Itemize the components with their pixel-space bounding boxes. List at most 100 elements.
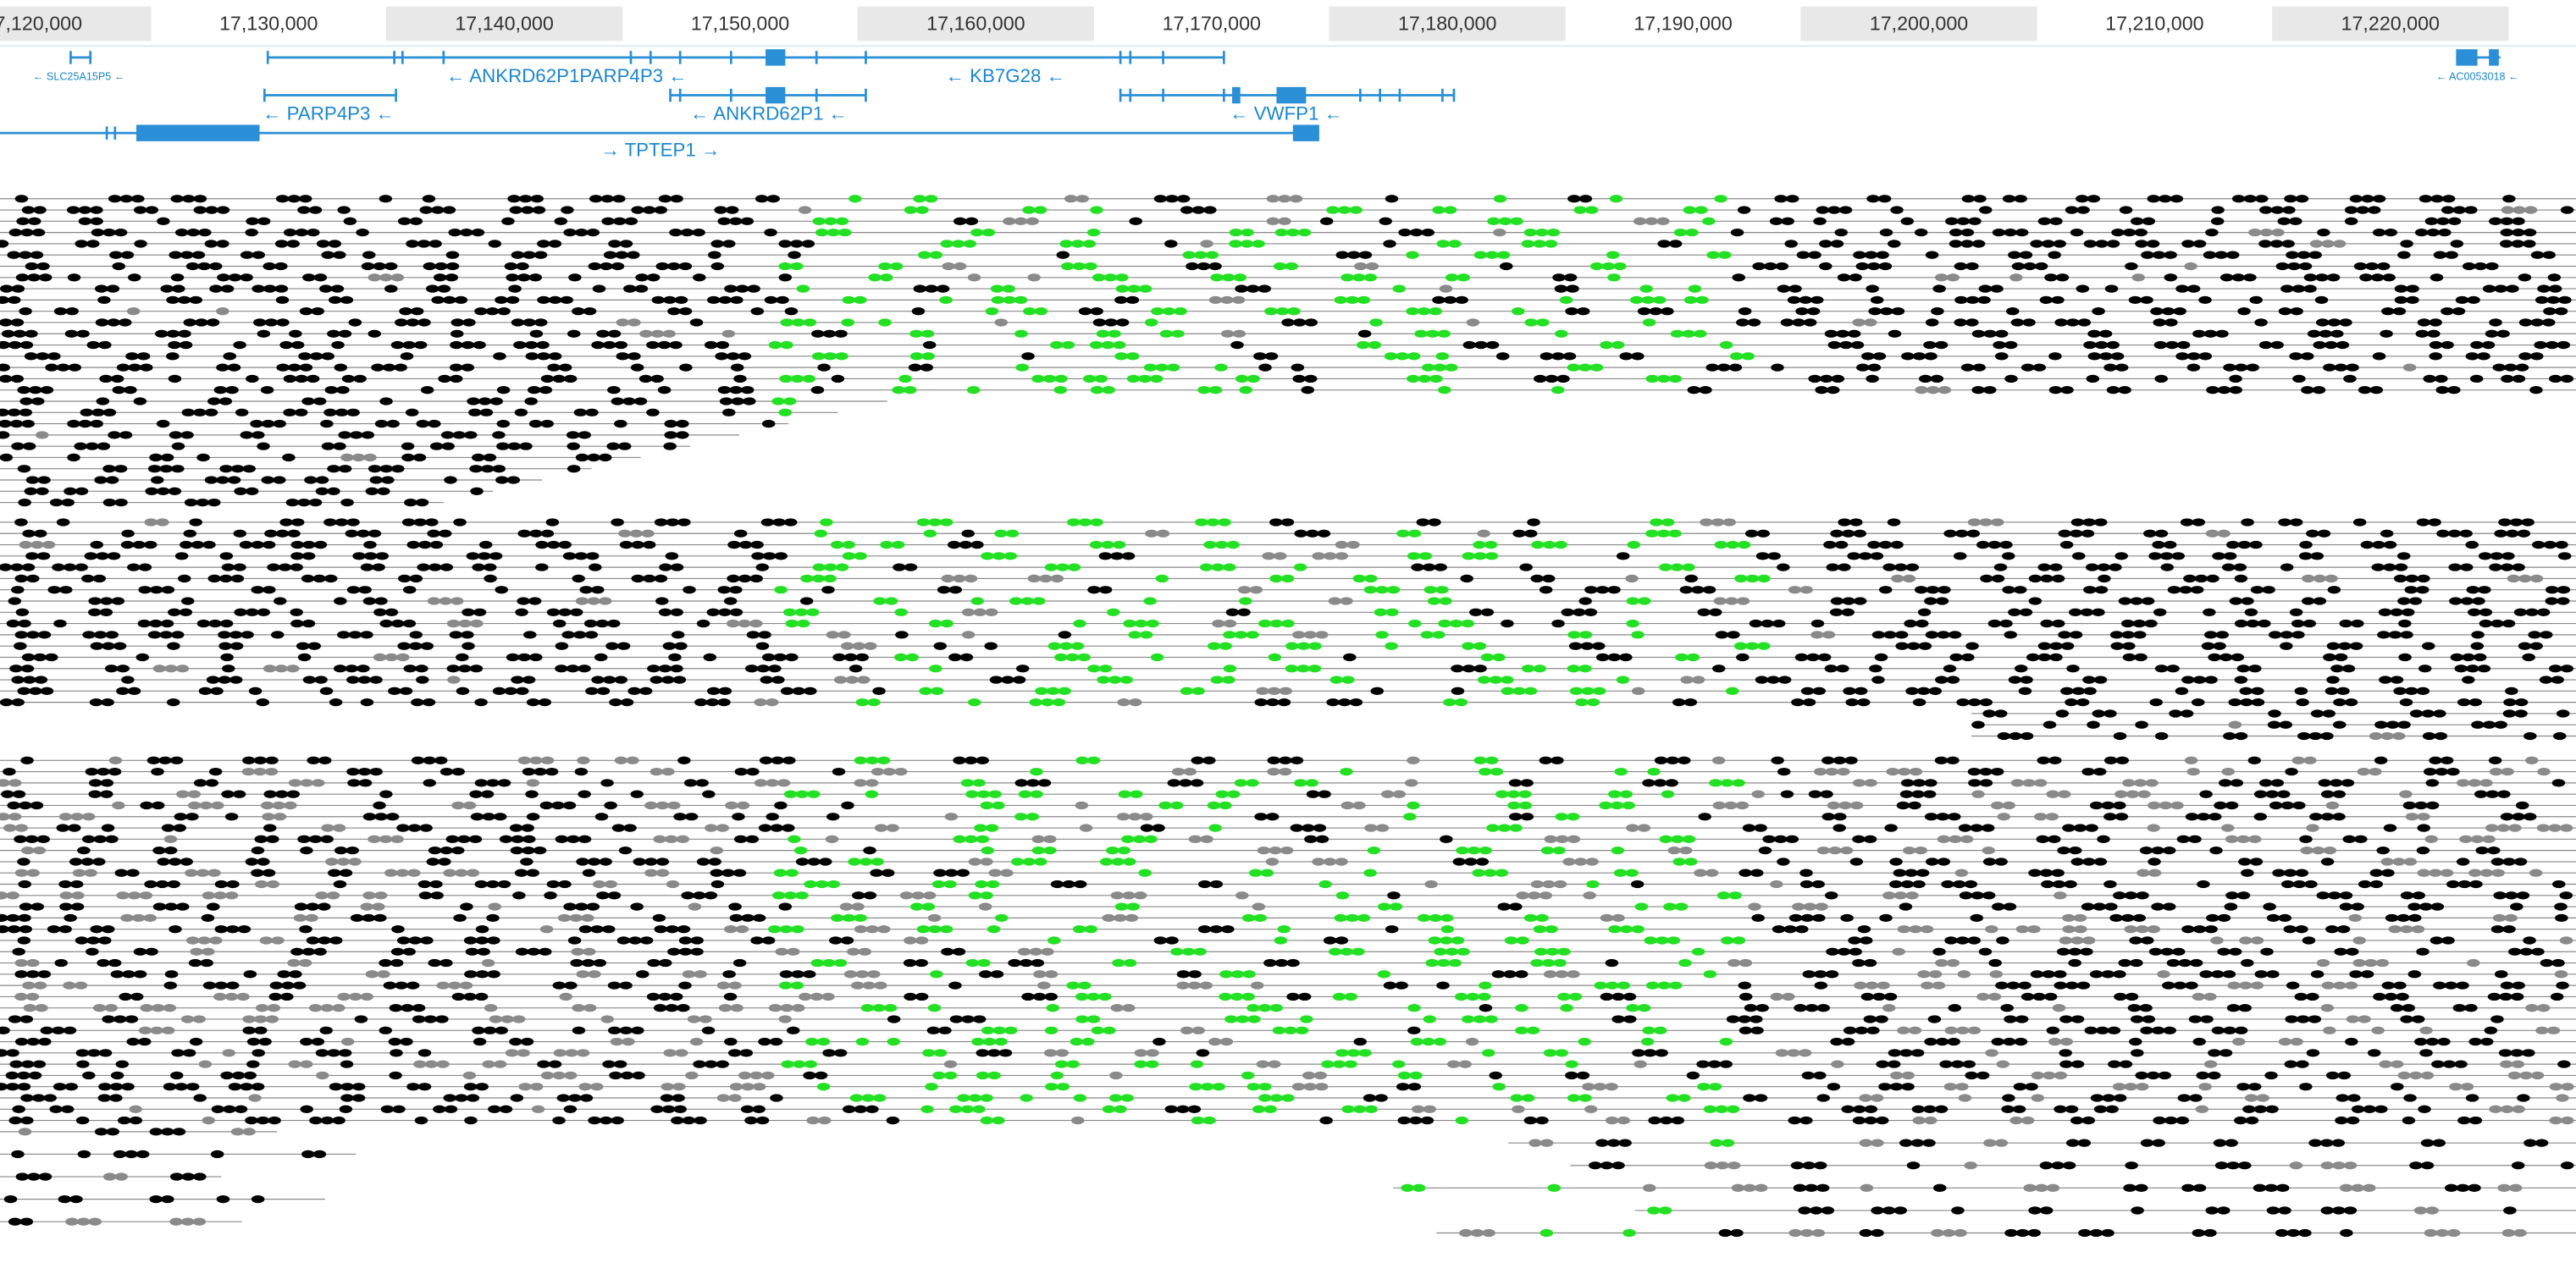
read-dot: [2336, 340, 2350, 350]
read-dot: [573, 408, 588, 416]
read-dot: [1407, 1004, 1421, 1012]
read-dot: [157, 217, 170, 225]
read-dot: [943, 880, 957, 889]
read-dot: [2412, 891, 2425, 900]
read-dot: [255, 1004, 269, 1012]
read-dot: [1996, 936, 2009, 945]
read-dot: [2393, 981, 2407, 990]
read-dot: [116, 665, 130, 673]
read-dot: [286, 240, 300, 248]
read-dot: [425, 518, 439, 527]
read-dot: [980, 891, 993, 900]
read-dot: [1901, 352, 1915, 361]
read-dot: [1067, 563, 1081, 571]
read-dot: [2008, 676, 2022, 684]
read-dot: [464, 431, 478, 439]
read-dot: [423, 756, 436, 764]
read-dot: [334, 846, 348, 855]
read-dot: [526, 869, 539, 877]
read-dot: [2068, 958, 2081, 968]
read-dot: [145, 947, 158, 956]
read-dot: [1904, 869, 1918, 877]
read-dot: [2278, 1037, 2292, 1046]
read-dot: [147, 465, 162, 473]
read-dot: [840, 936, 854, 945]
read-dot: [985, 307, 999, 316]
read-dot: [1605, 1116, 1619, 1125]
read-dot: [517, 653, 531, 662]
read-dot: [340, 453, 354, 462]
read-dot: [216, 240, 229, 248]
read-dot: [1108, 676, 1122, 684]
read-dot: [2212, 552, 2225, 560]
read-dot: [1169, 801, 1184, 810]
read-dot: [0, 419, 12, 428]
read-dot: [80, 858, 94, 866]
read-dot: [2501, 767, 2514, 776]
read-dot: [716, 340, 730, 350]
read-dot: [82, 1071, 96, 1080]
read-dot: [2292, 801, 2306, 810]
read-dot: [1568, 992, 1583, 1001]
read-dot: [2320, 858, 2335, 866]
read-dot: [509, 206, 523, 214]
read-dot: [526, 779, 540, 787]
read-dot: [2280, 563, 2294, 571]
read-dot: [413, 340, 428, 350]
read-dot: [927, 913, 942, 923]
read-dot: [1119, 676, 1133, 684]
read-dot: [412, 1004, 426, 1012]
read-dot: [1440, 913, 1454, 923]
read-dot: [661, 1105, 676, 1113]
read-dot: [1210, 273, 1224, 282]
read-dot: [0, 813, 10, 821]
read-dot: [780, 318, 793, 327]
read-dot: [2529, 574, 2544, 583]
read-dot: [1661, 518, 1675, 527]
read-dot: [2502, 925, 2516, 934]
read-dot: [1944, 936, 1958, 945]
read-dot: [1423, 1015, 1437, 1023]
read-dot: [2241, 869, 2254, 877]
read-dot: [1683, 206, 1697, 214]
read-dot: [1949, 228, 1963, 237]
read-dot: [1925, 318, 1939, 327]
read-dot: [246, 374, 259, 383]
read-dot: [2379, 676, 2392, 684]
read-dot: [192, 1015, 206, 1023]
read-dot: [883, 1004, 898, 1012]
read-dot: [1799, 1228, 1814, 1238]
read-dot: [1683, 858, 1698, 866]
read-dot: [2513, 1228, 2527, 1238]
read-dot: [1712, 665, 1726, 673]
read-dot: [379, 835, 393, 843]
read-dot: [1732, 779, 1745, 787]
read-dot: [28, 1071, 42, 1080]
read-dot: [1268, 653, 1282, 662]
read-dot: [1025, 813, 1040, 821]
read-dot: [87, 1049, 101, 1057]
read-dot: [1946, 676, 1960, 684]
read-dot: [2534, 340, 2547, 350]
read-dot: [43, 1094, 57, 1102]
read-dot: [1258, 1083, 1272, 1091]
read-dot: [1473, 540, 1486, 549]
read-dot: [2002, 552, 2015, 560]
read-dot: [1018, 790, 1032, 798]
read-dot: [2051, 869, 2065, 877]
read-dot: [1473, 251, 1488, 259]
read-dot: [2426, 228, 2441, 237]
read-dot: [2006, 981, 2020, 990]
read-dot: [1847, 552, 1860, 560]
read-dot: [1567, 363, 1581, 372]
read-dot: [2290, 1037, 2303, 1046]
read-dot: [1545, 374, 1559, 383]
read-dot: [2134, 653, 2148, 662]
read-dot: [160, 453, 174, 462]
read-dot: [180, 1217, 195, 1226]
read-dot: [1961, 653, 1975, 662]
read-dot: [1489, 1071, 1502, 1080]
read-dot: [0, 284, 14, 293]
read-dot: [1247, 1015, 1261, 1023]
read-dot: [1677, 756, 1691, 764]
